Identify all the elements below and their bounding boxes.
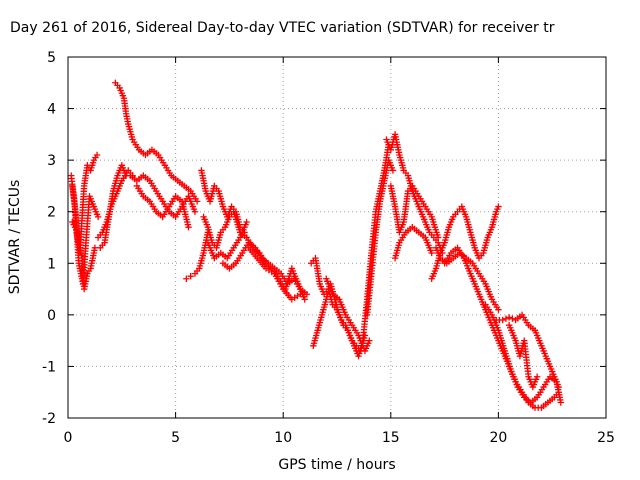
data-point xyxy=(91,244,99,252)
data-point xyxy=(93,151,101,159)
data-point xyxy=(495,203,502,210)
plot-frame xyxy=(67,56,607,419)
x-tick-label: 25 xyxy=(597,430,615,446)
data-point xyxy=(187,272,194,280)
y-tick-label: 5 xyxy=(47,50,56,66)
data-point xyxy=(533,373,541,380)
y-tick-label: 3 xyxy=(47,153,56,169)
data-point xyxy=(366,337,373,344)
y-tick-label: 4 xyxy=(47,102,56,118)
data-point xyxy=(361,332,369,339)
data-point xyxy=(499,316,506,324)
x-tick-label: 15 xyxy=(382,430,400,446)
y-tick-label: 1 xyxy=(47,256,56,272)
data-point xyxy=(434,234,442,241)
x-tick-label: 20 xyxy=(489,430,507,446)
y-tick-label: 0 xyxy=(47,308,56,324)
grid xyxy=(68,57,606,418)
x-tick-label: 5 xyxy=(171,430,180,446)
data-point xyxy=(243,218,250,226)
y-tick-label: -2 xyxy=(42,411,56,427)
data-point xyxy=(191,208,199,215)
chart-title: Day 261 of 2016, Sidereal Day-to-day VTE… xyxy=(10,20,555,36)
data-point xyxy=(502,315,510,322)
data-point xyxy=(428,249,435,257)
data-point xyxy=(505,314,513,321)
data-point xyxy=(495,306,502,313)
data-point xyxy=(557,399,565,406)
y-tick-label: -1 xyxy=(42,359,56,375)
y-axis-label: SDTVAR / TECUs xyxy=(7,180,23,295)
y-tick-label: 2 xyxy=(47,205,56,221)
data-point xyxy=(555,383,562,391)
data-point xyxy=(193,198,201,205)
data-point xyxy=(389,167,397,174)
data-point xyxy=(183,275,190,282)
data-point xyxy=(509,315,516,322)
data-points xyxy=(68,79,565,411)
data-point xyxy=(185,223,192,231)
data-point xyxy=(94,213,102,221)
x-axis-label: GPS time / hours xyxy=(278,457,395,473)
x-tick-label: 0 xyxy=(64,430,73,446)
data-point xyxy=(301,296,308,303)
axis-ticks: 0 5 10 15 20 25 -2 -1 0 1 2 3 4 5 xyxy=(42,50,615,446)
data-point xyxy=(297,291,304,298)
x-tick-label: 10 xyxy=(274,430,292,446)
